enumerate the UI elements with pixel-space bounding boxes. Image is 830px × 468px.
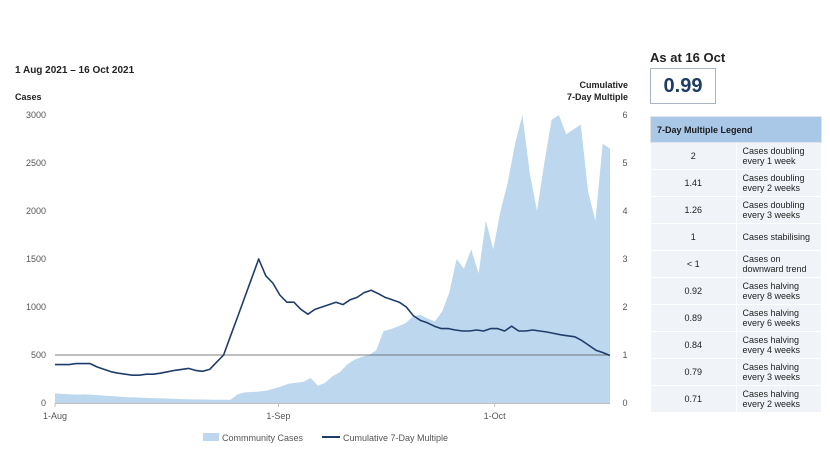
y-left-tick-label: 1500: [26, 254, 46, 264]
y-left-axis-ticks: 0 500 1000 1500 2000 2500 3000: [26, 110, 46, 408]
as-at-title: As at 16 Oct: [650, 50, 726, 65]
y-left-axis-title: Cases: [15, 92, 42, 102]
y-left-tick-label: 2500: [26, 158, 46, 168]
legend-value: 2: [650, 142, 737, 170]
table-row: 1.26 Cases doubling every 3 weeks: [650, 196, 822, 224]
y-left-tick-label: 2000: [26, 206, 46, 216]
chart-legend: Commmunity Cases Cumulative 7-Day Multip…: [203, 433, 448, 443]
legend-value: 1.26: [650, 196, 737, 224]
x-axis-ticks: 1-Aug 1-Sep 1-Oct: [43, 403, 506, 421]
legend-description: Cases stabilising: [735, 223, 822, 251]
legend-description: Cases doubling every 3 weeks: [735, 196, 822, 224]
y-right-tick-label: 0: [622, 398, 627, 408]
legend-description: Cases halving every 2 weeks: [735, 385, 822, 413]
table-row: 0.92 Cases halving every 8 weeks: [650, 277, 822, 305]
legend-table-title: 7-Day Multiple Legend: [650, 116, 822, 143]
date-range-label: 1 Aug 2021 – 16 Oct 2021: [15, 65, 135, 76]
table-row: 0.89 Cases halving every 6 weeks: [650, 304, 822, 332]
community-cases-area: [55, 115, 610, 403]
table-row: 2 Cases doubling every 1 week: [650, 142, 822, 170]
table-row: 0.79 Cases halving every 3 weeks: [650, 358, 822, 386]
y-right-axis-ticks: 0 1 2 3 4 5 6: [622, 110, 627, 408]
y-right-title-line1: Cumulative: [579, 80, 628, 90]
legend-description: Cases on downward trend: [735, 250, 822, 278]
legend-description: Cases halving every 6 weeks: [735, 304, 822, 332]
legend-label-multiple: Cumulative 7-Day Multiple: [343, 433, 448, 443]
y-right-tick-label: 4: [622, 206, 627, 216]
y-right-axis-title: Cumulative 7-Day Multiple: [548, 79, 628, 103]
current-multiple-value: 0.99: [650, 68, 716, 104]
table-row: 0.84 Cases halving every 4 weeks: [650, 331, 822, 359]
legend-value: 1.41: [650, 169, 737, 197]
y-right-tick-label: 6: [622, 110, 627, 120]
legend-value: < 1: [650, 250, 737, 278]
y-right-tick-label: 3: [622, 254, 627, 264]
y-left-tick-label: 0: [41, 398, 46, 408]
y-left-tick-label: 500: [31, 350, 46, 360]
legend-value: 0.89: [650, 304, 737, 332]
y-left-tick-label: 3000: [26, 110, 46, 120]
legend-swatch-area: [203, 433, 219, 441]
legend-description: Cases halving every 4 weeks: [735, 331, 822, 359]
legend-value: 0.92: [650, 277, 737, 305]
legend-value: 1: [650, 223, 737, 251]
table-row: < 1 Cases on downward trend: [650, 250, 822, 278]
legend-description: Cases doubling every 2 weeks: [735, 169, 822, 197]
y-right-tick-label: 1: [622, 350, 627, 360]
legend-value: 0.84: [650, 331, 737, 359]
x-tick-label: 1-Aug: [43, 411, 67, 421]
y-right-title-line2: 7-Day Multiple: [566, 92, 628, 102]
multiple-legend-table: 7-Day Multiple Legend 2 Cases doubling ev…: [650, 116, 822, 413]
table-row: 1 Cases stabilising: [650, 223, 822, 251]
legend-description: Cases halving every 8 weeks: [735, 277, 822, 305]
table-row: 1.41 Cases doubling every 2 weeks: [650, 169, 822, 197]
table-row: 0.71 Cases halving every 2 weeks: [650, 385, 822, 413]
y-left-tick-label: 1000: [26, 302, 46, 312]
legend-description: Cases doubling every 1 week: [735, 142, 822, 170]
x-tick-label: 1-Oct: [484, 411, 507, 421]
legend-label-cases: Commmunity Cases: [222, 433, 304, 443]
legend-value: 0.79: [650, 358, 737, 386]
x-tick-label: 1-Sep: [266, 411, 290, 421]
legend-description: Cases halving every 3 weeks: [735, 358, 822, 386]
y-right-tick-label: 2: [622, 302, 627, 312]
legend-value: 0.71: [650, 385, 737, 413]
y-right-tick-label: 5: [622, 158, 627, 168]
cumulative-multiple-line: [55, 258, 611, 376]
